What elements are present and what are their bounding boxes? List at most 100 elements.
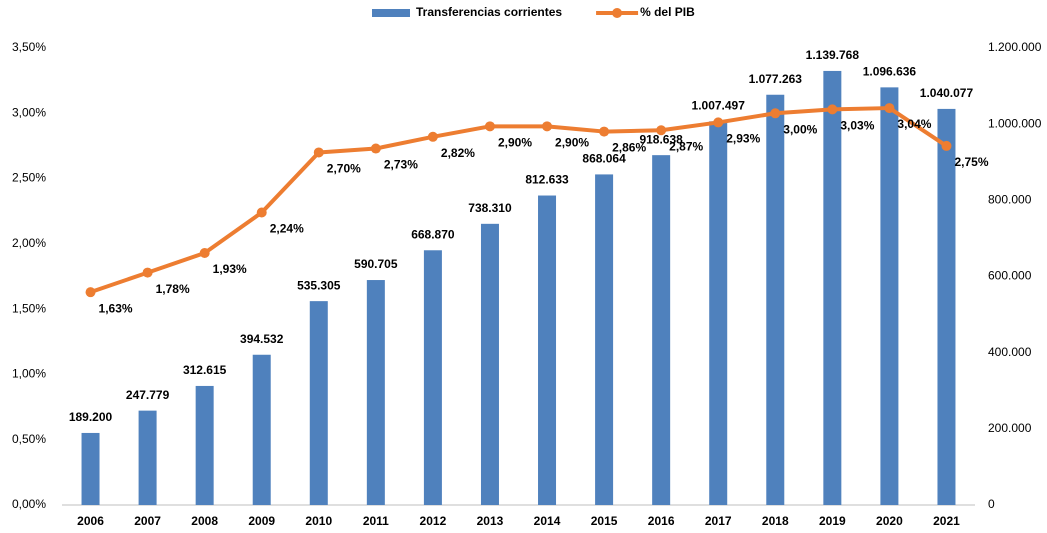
bar <box>937 108 956 506</box>
x-tick-label: 2008 <box>191 514 218 528</box>
line-label: 2,87% <box>669 139 703 153</box>
bar-label: 590.705 <box>354 257 398 271</box>
y2-tick-label: 600.000 <box>988 269 1032 283</box>
line-label: 2,90% <box>555 136 589 150</box>
bar <box>480 223 499 505</box>
line-label: 1,63% <box>99 301 133 315</box>
bar <box>538 195 557 505</box>
bar-label: 1.007.497 <box>692 98 746 112</box>
x-tick-label: 2012 <box>420 514 447 528</box>
x-tick-label: 2011 <box>363 514 389 528</box>
line-label: 3,03% <box>840 119 874 133</box>
legend-label: % del PIB <box>640 5 695 19</box>
bar-label: 1.077.263 <box>749 72 803 86</box>
y-tick-label: 1,00% <box>12 367 46 381</box>
line-point <box>656 125 667 136</box>
bar-label: 394.532 <box>240 332 284 346</box>
line-point <box>313 147 324 158</box>
bar <box>252 354 271 505</box>
x-tick-label: 2007 <box>134 514 161 528</box>
x-tick-label: 2018 <box>762 514 789 528</box>
y2-tick-label: 400.000 <box>988 345 1032 359</box>
y-tick-label: 2,00% <box>12 236 46 250</box>
line-point <box>427 131 438 142</box>
bar <box>138 410 157 505</box>
bar <box>766 94 785 505</box>
line-label: 2,86% <box>612 141 646 155</box>
x-tick-label: 2010 <box>305 514 332 528</box>
legend-label: Transferencias corrientes <box>416 5 562 19</box>
x-tick-label: 2017 <box>705 514 732 528</box>
y-tick-label: 2,50% <box>12 171 46 185</box>
bar-label: 1.139.768 <box>806 48 860 62</box>
line-point <box>370 143 381 154</box>
line <box>89 106 948 295</box>
y-tick-label: 3,00% <box>12 105 46 119</box>
line-label: 2,82% <box>441 146 475 160</box>
bar <box>423 250 442 505</box>
bar <box>309 301 328 505</box>
legend-swatch <box>372 9 410 17</box>
bar <box>195 385 214 505</box>
line-label: 3,04% <box>897 117 931 131</box>
bar-label: 812.633 <box>525 173 569 187</box>
x-tick-label: 2020 <box>876 514 903 528</box>
bar-label: 1.096.636 <box>863 65 917 79</box>
line-point <box>713 117 724 128</box>
bar-label: 312.615 <box>183 363 227 377</box>
x-tick-label: 2021 <box>933 514 960 528</box>
line-label: 2,70% <box>327 162 361 176</box>
y2-tick-label: 0 <box>988 497 995 511</box>
line-point <box>85 287 96 298</box>
bar-label: 1.040.077 <box>920 86 974 100</box>
bar-label: 668.870 <box>411 227 455 241</box>
legend-swatch <box>612 8 623 18</box>
y2-tick-label: 200.000 <box>988 421 1032 435</box>
line-point <box>599 126 610 137</box>
x-tick-label: 2016 <box>648 514 675 528</box>
x-tick-label: 2015 <box>591 514 618 528</box>
bar-label: 918.638 <box>639 132 683 146</box>
y2-tick-label: 1.000.000 <box>988 116 1042 130</box>
line-label: 2,90% <box>498 136 532 150</box>
line-point <box>941 140 952 151</box>
x-tick-label: 2014 <box>534 514 561 528</box>
y2-tick-label: 800.000 <box>988 193 1032 207</box>
x-tick-label: 2009 <box>248 514 275 528</box>
bar <box>709 121 728 506</box>
bar-label: 189.200 <box>69 410 113 424</box>
y2-tick-label: 1.200.000 <box>988 40 1042 54</box>
line-point <box>542 121 553 132</box>
line-point <box>199 247 210 258</box>
bar-label: 738.310 <box>468 201 512 215</box>
line-point <box>142 267 153 278</box>
x-tick-label: 2006 <box>77 514 104 528</box>
bar <box>823 70 842 505</box>
line-label: 1,93% <box>213 262 247 276</box>
bar <box>81 432 100 505</box>
y-tick-label: 0,00% <box>12 497 46 511</box>
line-point <box>827 104 838 115</box>
x-tick-label: 2013 <box>477 514 504 528</box>
line-point <box>884 103 895 114</box>
bar-label: 535.305 <box>297 278 341 292</box>
bar-label: 868.064 <box>582 152 626 166</box>
line-label: 3,00% <box>783 122 817 136</box>
bar <box>595 174 614 505</box>
line-label: 2,73% <box>384 158 418 172</box>
line-point <box>484 121 495 132</box>
line-label: 2,75% <box>954 155 988 169</box>
line-label: 1,78% <box>156 282 190 296</box>
x-tick-label: 2019 <box>819 514 846 528</box>
bar <box>880 87 899 506</box>
line-point <box>770 108 781 119</box>
bar-label: 247.779 <box>126 388 170 402</box>
bar <box>652 155 671 505</box>
y-tick-label: 1,50% <box>12 301 46 315</box>
bar <box>366 280 385 505</box>
line-label: 2,24% <box>270 222 304 236</box>
line-label: 2,93% <box>726 132 760 146</box>
y-tick-label: 3,50% <box>12 40 46 54</box>
